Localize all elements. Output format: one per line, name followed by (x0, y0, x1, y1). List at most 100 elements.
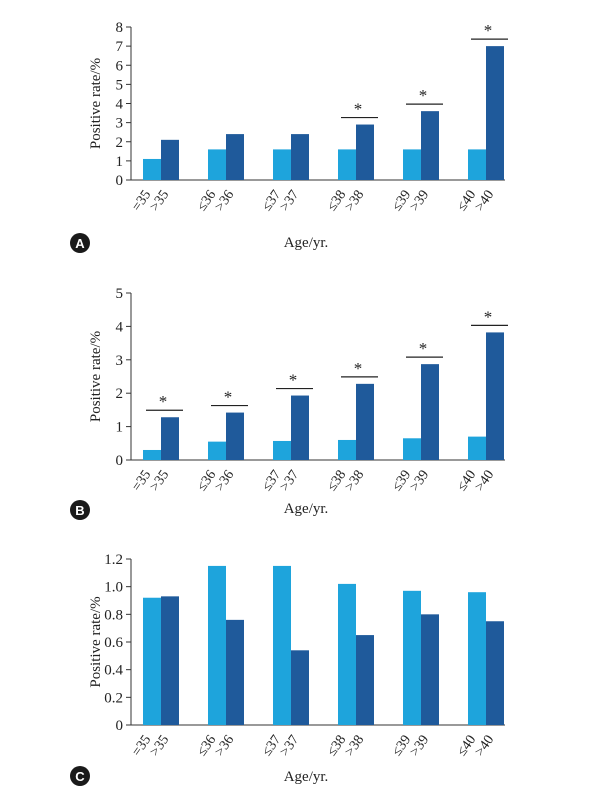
bar-series-1 (338, 583, 356, 725)
y-tick-label: 1 (116, 420, 124, 436)
bar-series-2 (421, 614, 439, 725)
panel-letter: C (75, 769, 85, 784)
bar-series-1 (468, 592, 486, 725)
y-tick-label: 1 (116, 154, 124, 170)
bar-series-2 (356, 635, 374, 725)
panel-letter: B (75, 503, 84, 518)
x-tick-label: >40 (472, 733, 497, 760)
bar-series-1 (143, 597, 161, 725)
y-tick-label: 4 (116, 319, 124, 335)
x-tick-label: >40 (472, 468, 497, 495)
panel-badge (70, 233, 90, 253)
x-tick-label: >38 (342, 468, 367, 495)
bar-series-1 (468, 149, 486, 180)
y-axis-label: Positive rate/% (88, 596, 104, 687)
x-tick-label: >35 (147, 188, 172, 215)
y-tick-label: 6 (116, 58, 124, 74)
x-tick-label: >39 (407, 468, 432, 495)
x-tick-label: >38 (342, 188, 367, 215)
y-tick-label: 1.0 (104, 580, 123, 596)
bar-series-1 (403, 590, 421, 725)
x-tick-label: >37 (277, 733, 302, 760)
bar-series-1 (273, 149, 291, 180)
y-axis-label: Positive rate/% (88, 331, 104, 422)
bar-series-2 (486, 46, 504, 180)
x-tick-label: >40 (472, 188, 497, 215)
x-tick-label: >39 (407, 188, 432, 215)
y-tick-label: 3 (116, 353, 124, 369)
y-tick-label: 8 (116, 20, 124, 36)
bar-series-2 (226, 619, 244, 725)
bar-series-1 (273, 565, 291, 725)
bar-series-1 (273, 440, 291, 460)
bar-series-1 (143, 449, 161, 460)
x-tick-label: >37 (277, 188, 302, 215)
y-tick-label: 0.6 (104, 635, 123, 651)
x-axis-label: Age/yr. (284, 501, 329, 517)
bar-series-1 (468, 436, 486, 460)
bar-series-1 (208, 149, 226, 180)
y-axis-label: Positive rate/% (88, 58, 104, 149)
x-axis-label: Age/yr. (284, 769, 329, 785)
panel-letter: A (75, 236, 85, 251)
y-tick-label: 0.2 (104, 690, 123, 706)
panel-badge (70, 766, 90, 786)
y-tick-label: 3 (116, 116, 124, 132)
bar-series-1 (403, 149, 421, 180)
significance-star: * (159, 392, 168, 411)
y-tick-label: 2 (116, 386, 124, 402)
bar-series-2 (356, 124, 374, 180)
bar-series-2 (421, 111, 439, 180)
bar-series-2 (356, 383, 374, 460)
bar-series-2 (161, 596, 179, 725)
y-tick-label: 4 (116, 97, 124, 113)
x-tick-label: >39 (407, 733, 432, 760)
significance-star: * (419, 86, 428, 105)
x-tick-label: >36 (212, 733, 237, 760)
bar-series-2 (291, 395, 309, 460)
bar-series-1 (208, 441, 226, 460)
y-tick-label: 0.8 (104, 607, 123, 623)
bar-series-1 (338, 439, 356, 460)
y-tick-label: 0 (116, 453, 124, 469)
x-tick-label: >36 (212, 188, 237, 215)
y-tick-label: 1.2 (104, 552, 123, 568)
bar-series-2 (486, 621, 504, 725)
significance-star: * (419, 339, 428, 358)
bar-series-1 (403, 438, 421, 460)
bar-series-2 (291, 650, 309, 725)
y-tick-label: 0.4 (104, 663, 123, 679)
y-tick-label: 5 (116, 77, 124, 93)
bar-series-2 (161, 139, 179, 180)
significance-star: * (484, 307, 493, 326)
y-tick-label: 2 (116, 135, 124, 151)
bar-series-1 (338, 149, 356, 180)
x-axis-label: Age/yr. (284, 235, 329, 251)
significance-star: * (354, 100, 363, 119)
bar-series-2 (226, 134, 244, 180)
y-tick-label: 0 (116, 718, 124, 734)
significance-star: * (289, 371, 298, 390)
x-tick-label: >36 (212, 468, 237, 495)
x-tick-label: >38 (342, 733, 367, 760)
panel-badge (70, 500, 90, 520)
y-tick-label: 5 (116, 286, 124, 302)
significance-star: * (224, 388, 233, 407)
bar-series-1 (208, 565, 226, 725)
bar-series-2 (291, 134, 309, 180)
x-tick-label: >37 (277, 468, 302, 495)
bar-series-2 (486, 332, 504, 460)
x-tick-label: >35 (147, 468, 172, 495)
x-tick-label: >35 (147, 733, 172, 760)
y-tick-label: 7 (116, 39, 124, 55)
y-tick-label: 0 (116, 173, 124, 189)
bar-series-2 (226, 412, 244, 460)
significance-star: * (354, 359, 363, 378)
bar-series-2 (421, 364, 439, 460)
bar-series-1 (143, 158, 161, 180)
bar-series-2 (161, 417, 179, 460)
